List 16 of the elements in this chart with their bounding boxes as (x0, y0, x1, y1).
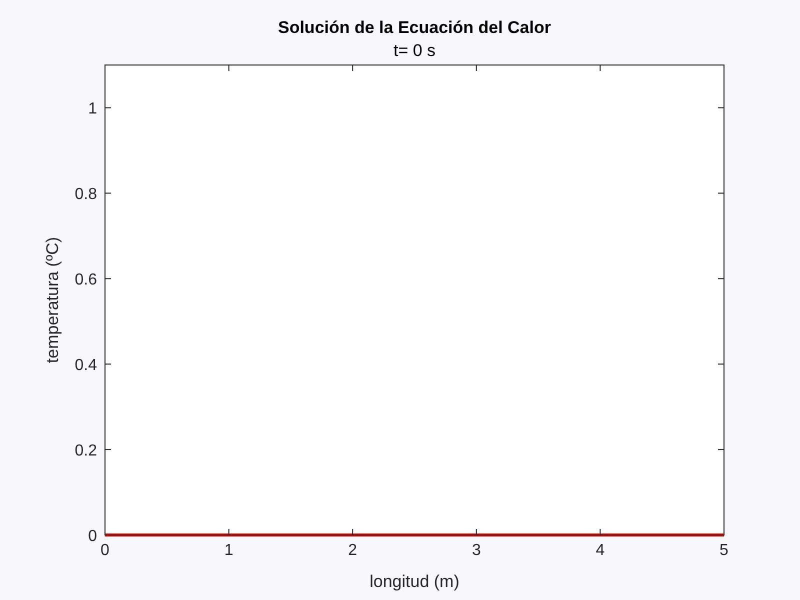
x-tick-label: 1 (224, 542, 234, 559)
y-tick-label: 0 (88, 528, 98, 545)
y-tick-label: 0.4 (74, 357, 98, 374)
y-tick-label: 0.6 (74, 272, 98, 289)
x-tick-label: 4 (596, 542, 605, 559)
y-tick-label: 1 (88, 100, 98, 118)
x-tick-label: 0 (100, 542, 110, 559)
chart-subtitle: t= 0 s (393, 41, 436, 60)
y-tick-label: 0.2 (74, 442, 98, 460)
y-tick-label: 0.8 (74, 186, 98, 204)
x-axis-title: longitud (m) (370, 572, 460, 591)
x-tick-label: 2 (348, 542, 358, 559)
x-tick-label: 5 (720, 542, 729, 559)
x-tick-label: 3 (472, 542, 481, 559)
y-axis-title: temperatura (ºC) (43, 236, 62, 364)
chart-title: Solución de la Ecuación del Calor (278, 18, 552, 37)
